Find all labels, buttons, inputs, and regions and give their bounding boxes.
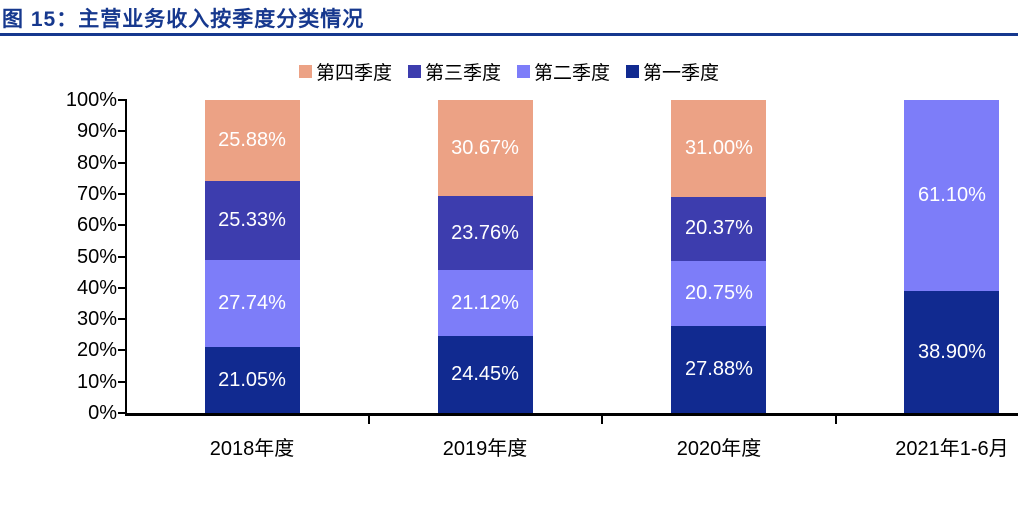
plot-area: 21.05% 27.74% 25.33% 25.88% 24.45% 21.12% 23.7… (127, 100, 1018, 413)
legend-swatch-icon (407, 65, 421, 78)
bar-segment: 21.05% (204, 347, 300, 413)
y-axis-tick (118, 349, 125, 352)
stacked-bar: 21.05% 27.74% 25.33% 25.88% (204, 100, 300, 413)
bar-segment: 38.90% (904, 291, 1000, 413)
bar-segment: 25.33% (204, 181, 300, 261)
legend-item: 第四季度 (298, 58, 392, 85)
y-axis-line (125, 99, 127, 416)
bar-segment: 27.74% (204, 260, 300, 348)
legend-item: 第一季度 (626, 58, 719, 85)
data-label: 27.74% (218, 292, 286, 315)
legend-swatch-icon (517, 65, 530, 78)
bar-segment: 21.12% (437, 270, 533, 337)
x-axis-tick (367, 416, 370, 424)
stacked-bar: 38.90% 61.10% (904, 100, 1000, 413)
y-axis-tick (118, 412, 125, 414)
data-label: 21.12% (451, 291, 519, 314)
y-axis-tick (118, 192, 125, 195)
stacked-bar: 24.45% 21.12% 23.76% 30.67% (437, 100, 533, 413)
x-axis-label: 2019年度 (442, 438, 528, 460)
y-axis-tick-label: 50% (76, 245, 117, 268)
y-axis-tick-label: 0% (88, 402, 117, 424)
y-axis-tick-label: 100% (65, 89, 117, 111)
data-label: 25.33% (218, 209, 286, 232)
x-axis-label: 2020年度 (676, 438, 762, 460)
x-axis-line (125, 413, 1018, 416)
data-label: 21.05% (218, 368, 286, 391)
data-label: 20.37% (685, 217, 753, 240)
data-label: 31.00% (685, 137, 753, 160)
bar-segment: 20.37% (671, 197, 767, 261)
data-label: 38.90% (918, 340, 986, 363)
title-underline (0, 33, 1018, 36)
x-axis-label: 2018年度 (209, 438, 295, 460)
legend-swatch-icon (626, 65, 640, 78)
legend-label: 第三季度 (424, 63, 501, 84)
legend-label: 第一季度 (643, 63, 720, 84)
y-axis-tick (118, 99, 125, 101)
x-axis-label: 2021年1-6月 (895, 438, 1009, 460)
y-axis-tick (118, 286, 125, 289)
stacked-bar: 27.88% 20.75% 20.37% 31.00% (671, 100, 767, 413)
bar-segment: 31.00% (671, 100, 767, 198)
bar-segment: 24.45% (437, 336, 533, 413)
data-label: 24.45% (451, 363, 519, 386)
y-axis-tick-label: 30% (76, 308, 117, 331)
y-axis-tick (118, 318, 125, 321)
bar-segment: 25.88% (204, 100, 300, 182)
y-axis-tick (118, 380, 125, 383)
y-axis-tick-label: 70% (76, 182, 117, 205)
bar-segment: 27.88% (671, 325, 767, 413)
y-axis-tick-label: 80% (76, 151, 117, 174)
data-label: 23.76% (451, 221, 519, 244)
data-label: 25.88% (218, 129, 286, 152)
data-label: 20.75% (685, 281, 753, 304)
data-label: 27.88% (685, 357, 753, 380)
figure-title: 图 15：主营业务收入按季度分类情况 (2, 8, 365, 31)
legend-item: 第三季度 (407, 58, 501, 85)
y-axis-tick (118, 161, 125, 164)
bar-segment: 20.75% (671, 260, 767, 326)
y-axis-tick-label: 90% (76, 120, 117, 143)
bar-segment: 30.67% (437, 100, 533, 197)
y-axis-tick-label: 40% (76, 276, 117, 299)
x-axis-tick (834, 416, 837, 424)
legend-item: 第二季度 (517, 58, 610, 85)
y-axis-tick-label: 20% (76, 339, 117, 362)
y-axis-tick (118, 224, 125, 227)
y-axis-tick-label: 10% (76, 370, 117, 393)
chart-legend: 第四季度 第三季度 第二季度 第一季度 (0, 58, 1018, 85)
bar-segment: 23.76% (437, 196, 533, 271)
y-axis-tick (118, 255, 125, 258)
y-axis-tick-label: 60% (76, 214, 117, 237)
x-axis-tick (600, 416, 603, 424)
legend-swatch-icon (298, 65, 312, 78)
y-axis-tick (118, 130, 125, 133)
legend-label: 第四季度 (315, 63, 392, 84)
data-label: 30.67% (451, 136, 519, 159)
data-label: 61.10% (918, 184, 986, 207)
bar-segment: 61.10% (904, 100, 1000, 292)
legend-label: 第二季度 (534, 63, 611, 84)
